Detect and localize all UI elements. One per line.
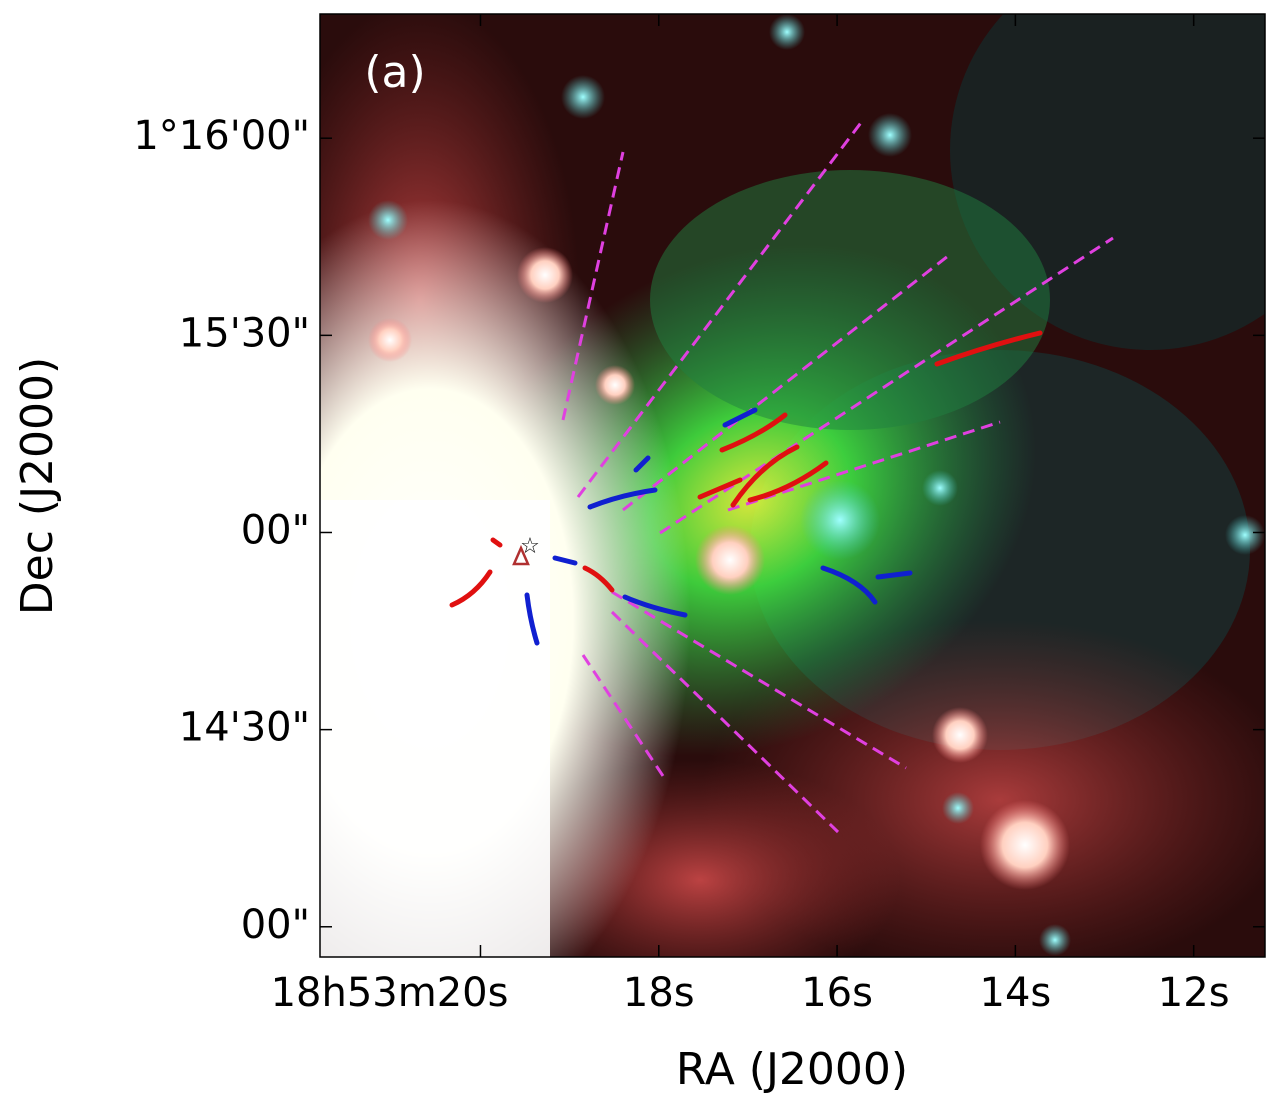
- x-tick-label: 12s: [1158, 970, 1230, 1016]
- x-tick-label: 16s: [801, 970, 873, 1016]
- outflow-lines: ☆: [449, 119, 1114, 834]
- y-tick-label: 00": [241, 902, 310, 948]
- panel-label: (a): [364, 47, 425, 98]
- svg-text:☆: ☆: [520, 534, 540, 559]
- x-tick-label: 18s: [623, 970, 695, 1016]
- y-axis-label: Dec (J2000): [12, 357, 63, 615]
- plot-frame: [319, 13, 1266, 958]
- y-tick-label: 15'30": [179, 310, 310, 356]
- x-axis-label: RA (J2000): [676, 1044, 908, 1095]
- y-tick-label: 00": [241, 507, 310, 553]
- sky-image: ☆: [320, 14, 1265, 957]
- x-tick-label: 14s: [980, 970, 1052, 1016]
- y-tick-label: 14'30": [179, 705, 310, 751]
- x-tick-label: 18h53m20s: [271, 970, 509, 1016]
- y-tick-label: 1°16'00": [133, 113, 310, 159]
